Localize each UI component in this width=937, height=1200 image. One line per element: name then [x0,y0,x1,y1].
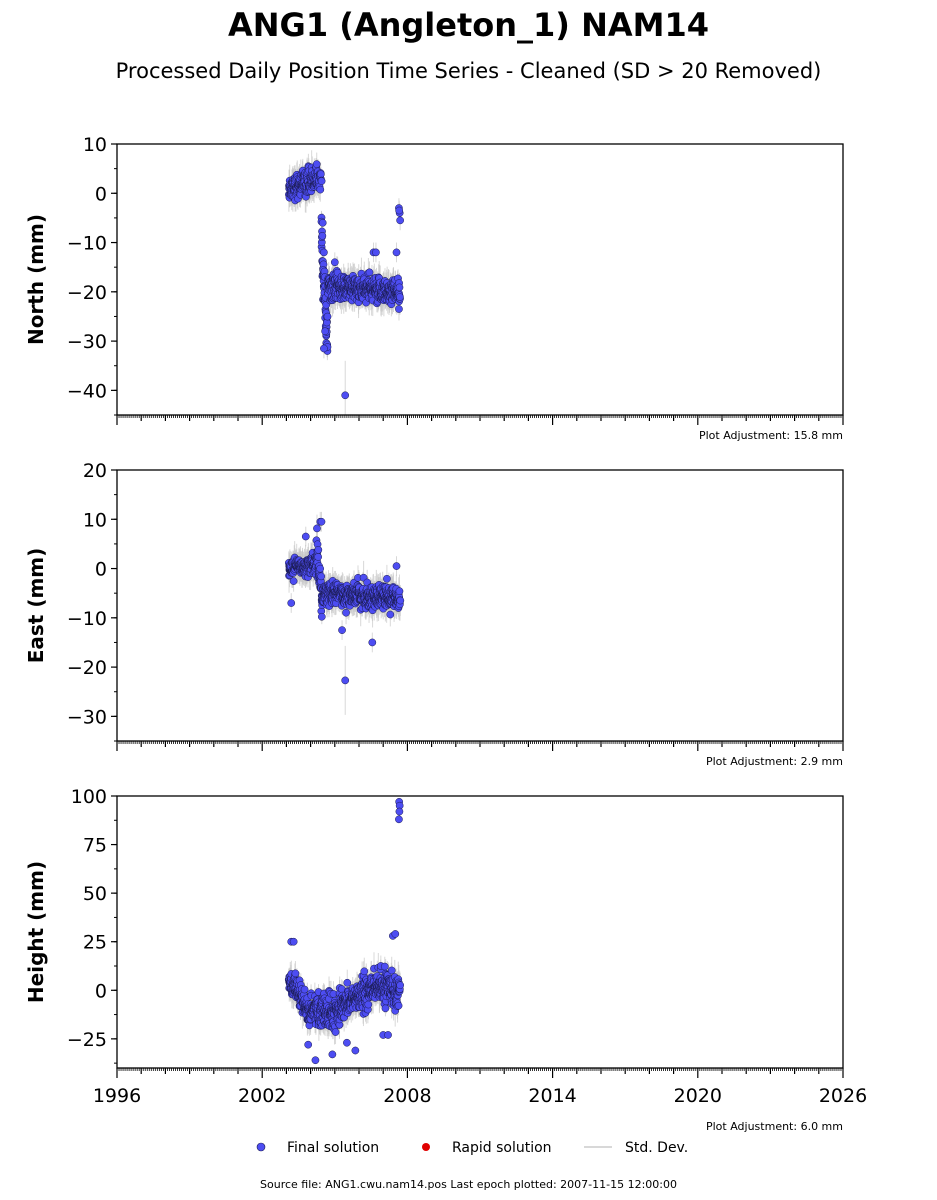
east-data-point [313,524,321,533]
north-plot-adjustment: Plot Adjustment: 15.8 mm [699,429,843,442]
figure-title: ANG1 (Angleton_1) NAM14 [228,6,709,44]
east-data-point [395,587,404,596]
north-axes-frame [116,143,844,416]
east-data-point [314,545,323,554]
east-data-point [386,610,395,619]
east-data-point [287,599,296,607]
east-data-point [317,572,326,581]
north-data-point [312,160,321,168]
east-axis-label: East (mm) [24,548,48,664]
east-data-point [314,553,322,561]
east-panel: −30 −20 −10 0 10 20 East (mm) Plot Adjustment: … [24,460,844,768]
height-data-point [291,969,300,978]
east-data-point [289,577,298,585]
north-axis-label: North (mm) [24,214,48,345]
north-y-tick-label: 10 [83,134,107,156]
north-data-point [341,391,350,400]
north-data-point [317,170,325,179]
north-data-point [330,258,339,267]
east-y-tick-label: 0 [95,559,107,581]
north-points [285,160,404,400]
east-plot-adjustment: Plot Adjustment: 2.9 mm [706,755,843,768]
east-points [284,517,405,685]
height-points [284,797,404,1065]
north-data-point [320,248,328,257]
north-data-point [392,248,401,257]
north-data-point [395,206,404,215]
north-y-tick-label: −40 [67,380,107,402]
east-data-point [392,562,401,570]
north-data-point [318,218,327,227]
panels-group: −40 −30 −20 −10 0 10 North (mm) Plot Adjustment… [24,134,867,1133]
height-data-point [300,985,309,994]
north-data-point [316,185,325,194]
north-data-point [365,268,374,277]
east-data-point [338,626,346,634]
east-data-point [341,676,350,685]
height-data-point [343,978,352,987]
north-y-tick-label: 0 [95,183,107,205]
east-y-tick-label: −30 [67,706,107,728]
east-data-point [396,596,405,605]
north-data-point [395,305,403,313]
east-y-tick-label: −20 [67,657,107,679]
north-y-tick-label: −10 [67,233,107,255]
figure-subtitle: Processed Daily Position Time Series - C… [116,59,822,83]
east-data-point [317,517,326,526]
north-data-point [318,231,327,240]
east-axes-frame [116,469,844,742]
north-data-point [320,344,328,353]
height-error-bars [288,797,401,1065]
north-y-tick-label: −30 [67,331,107,353]
east-y-tick-label: 20 [83,460,107,482]
north-data-point [395,283,404,292]
east-data-point [316,564,325,573]
east-data-point [368,638,377,647]
east-data-point [301,532,310,541]
north-panel: −40 −30 −20 −10 0 10 North (mm) Plot Adjustment… [24,134,844,442]
north-data-point [396,293,404,301]
north-y-tick-label: −20 [67,282,107,304]
east-data-point [317,612,326,621]
north-data-point [317,177,326,185]
height-data-point [331,1028,340,1036]
north-data-point [396,216,404,225]
east-y-tick-label: −10 [67,608,107,630]
north-data-point [372,248,380,257]
north-data-point [321,327,329,336]
east-data-point [342,608,350,617]
north-data-point [323,312,332,321]
east-y-tick-label: 10 [83,509,107,531]
east-data-point [383,574,391,583]
